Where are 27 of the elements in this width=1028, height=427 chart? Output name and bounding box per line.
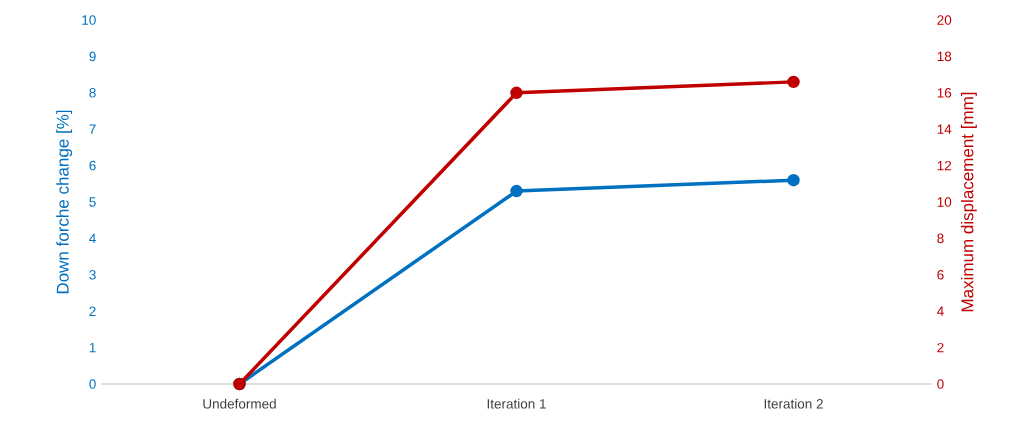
y2-tick-label: 20 bbox=[937, 15, 952, 25]
y2-tick-label: 8 bbox=[937, 233, 944, 244]
y2-tick-label: 0 bbox=[937, 379, 944, 389]
y-tick-label: 1 bbox=[89, 342, 96, 353]
y2-tick-label: 6 bbox=[937, 270, 944, 280]
y2-tick-label: 18 bbox=[937, 51, 952, 62]
y-tick-label: 10 bbox=[82, 15, 96, 25]
y-tick-label: 7 bbox=[89, 124, 96, 134]
y-tick-label: 0 bbox=[89, 379, 96, 389]
x-tick-label: Iteration 2 bbox=[764, 398, 823, 409]
x-tick-label: Iteration 1 bbox=[487, 398, 546, 409]
x-tick-label: Undeformed bbox=[203, 398, 276, 409]
y-tick-label: 2 bbox=[89, 306, 96, 316]
y2-axis-title: Maximum displacement [mm] bbox=[960, 92, 977, 312]
y-tick-label: 4 bbox=[89, 233, 96, 244]
y2-tick-label: 12 bbox=[937, 160, 952, 171]
y2-tick-label: 14 bbox=[937, 124, 952, 134]
y-tick-label: 5 bbox=[89, 197, 96, 207]
y2-tick-label: 2 bbox=[937, 342, 944, 353]
y-tick-label: 6 bbox=[89, 160, 96, 171]
y2-tick-label: 4 bbox=[937, 306, 944, 316]
y-tick-label: 8 bbox=[89, 88, 96, 98]
y-axis-title: Down forche change [%] bbox=[56, 110, 73, 294]
y-tick-label: 3 bbox=[89, 270, 96, 280]
y2-tick-label: 10 bbox=[937, 197, 952, 207]
y2-tick-label: 16 bbox=[937, 88, 952, 98]
y-tick-label: 9 bbox=[89, 51, 96, 62]
